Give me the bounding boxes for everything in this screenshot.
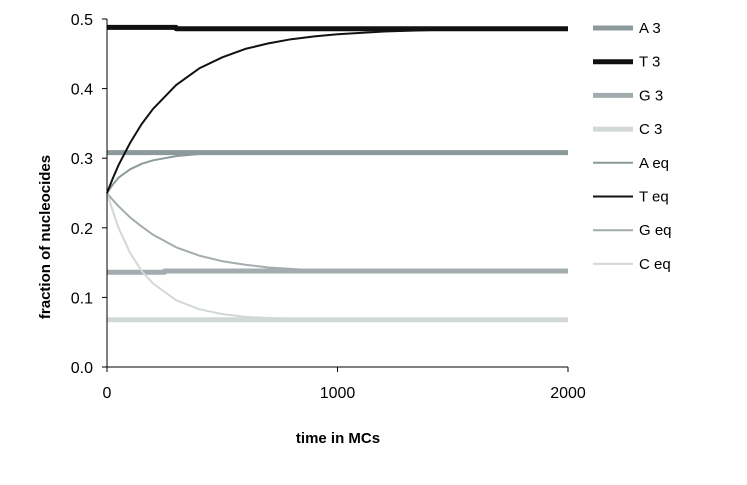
- x-axis-ticks: 0 1000 2000: [103, 367, 586, 402]
- series-line-c-eq: [106, 192, 568, 321]
- plot-area: [106, 24, 569, 323]
- legend-label: T eq: [639, 189, 669, 206]
- y-tick-label: 0.3: [71, 151, 93, 168]
- y-axis-title: fraction of nucleocides: [37, 155, 54, 319]
- x-tick-label: 2000: [550, 385, 586, 402]
- series-line-g-eq: [106, 192, 569, 272]
- legend-label: C eq: [639, 256, 671, 273]
- series-line-a-eq: [106, 150, 568, 194]
- y-tick-label: 0.5: [71, 12, 93, 29]
- x-axis-title: time in MCs: [296, 430, 380, 447]
- legend: A 3 T 3 G 3 C 3 A eq T eq G eq C eq: [593, 20, 672, 273]
- series-line-t-eq: [106, 27, 569, 194]
- legend-label: A 3: [639, 20, 661, 37]
- y-tick-label: 0.2: [71, 221, 93, 238]
- y-axis-ticks: 0.0 0.1 0.2 0.3 0.4 0.5: [71, 12, 107, 377]
- legend-label: A eq: [639, 155, 669, 172]
- y-tick-label: 0.0: [71, 360, 93, 377]
- y-tick-label: 0.1: [71, 290, 93, 307]
- y-tick-label: 0.4: [71, 82, 93, 99]
- x-tick-label: 1000: [320, 385, 356, 402]
- legend-label: T 3: [639, 54, 660, 71]
- x-tick-label: 0: [103, 385, 112, 402]
- series-line-t-3: [107, 24, 568, 32]
- legend-label: C 3: [639, 121, 662, 138]
- legend-label: G eq: [639, 222, 672, 239]
- legend-label: G 3: [639, 87, 663, 104]
